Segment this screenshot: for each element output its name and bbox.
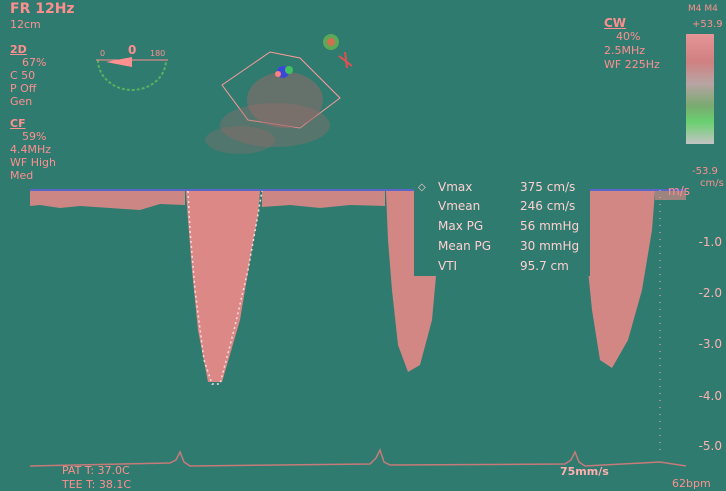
measurement-value: 375 cm/s bbox=[520, 180, 576, 194]
cw-gain: 40% bbox=[616, 30, 641, 43]
color-velocity-bar bbox=[686, 34, 714, 144]
scale-unit: m/s bbox=[668, 184, 690, 198]
cf-gain: 59% bbox=[22, 130, 47, 143]
probe-label: M4 M4 bbox=[688, 4, 718, 14]
measurement-value: 95.7 cm bbox=[520, 259, 569, 273]
measurement-value: 246 cm/s bbox=[520, 199, 576, 213]
doppler-envelope-1 bbox=[186, 191, 260, 382]
measurement-label: Vmean bbox=[438, 199, 481, 213]
cf-level: Med bbox=[10, 169, 34, 182]
measurement-panel: Vmax 375 cm/s Vmean 246 cm/s Max PG 56 m… bbox=[414, 178, 590, 276]
cf-title: CF bbox=[10, 117, 26, 130]
angle-left-label: 0 bbox=[100, 49, 106, 58]
measurement-value: 30 mmHg bbox=[520, 239, 580, 253]
measurement-label: Vmax bbox=[438, 180, 473, 194]
twod-title: 2D bbox=[10, 43, 27, 56]
patient-temperature: PAT T: 37.0C bbox=[62, 464, 130, 477]
orientation-marker-icon bbox=[323, 34, 353, 69]
cf-freq: 4.4MHz bbox=[10, 143, 52, 156]
measurement-label: VTI bbox=[438, 259, 458, 273]
color-bar-bottom: -53.9 bbox=[692, 166, 718, 177]
measurement-label: Max PG bbox=[438, 219, 484, 233]
twod-gain: 67% bbox=[22, 56, 47, 69]
scale-tick: -4.0 bbox=[698, 389, 722, 403]
cw-freq: 2.5MHz bbox=[604, 44, 646, 57]
measurement-value: 56 mmHg bbox=[520, 219, 580, 233]
measurement-label: Mean PG bbox=[438, 239, 492, 253]
angle-indicator-icon bbox=[96, 57, 168, 91]
ecg-trace bbox=[29, 448, 687, 467]
angle-value: 0 bbox=[128, 43, 137, 57]
angle-right-label: 180 bbox=[150, 49, 166, 58]
heart-rate: 62bpm bbox=[672, 477, 711, 490]
doppler-envelope-2 bbox=[386, 191, 436, 372]
cw-title: CW bbox=[604, 16, 627, 30]
doppler-envelope-3 bbox=[584, 191, 655, 368]
sweep-speed: 75mm/s bbox=[560, 465, 609, 478]
depth: 12cm bbox=[10, 18, 41, 31]
scale-tick: -2.0 bbox=[698, 286, 722, 300]
scale-tick: -5.0 bbox=[698, 439, 722, 453]
cursor-marker-icon: ◇ bbox=[418, 182, 426, 193]
echo-sector-image bbox=[205, 51, 341, 154]
cw-wall-filter: WF 225Hz bbox=[604, 58, 660, 71]
frame-rate: FR 12Hz bbox=[10, 1, 75, 17]
color-bar-unit: cm/s bbox=[700, 178, 724, 189]
tee-temperature: TEE T: 38.1C bbox=[62, 478, 132, 491]
color-bar-top: +53.9 bbox=[692, 19, 723, 30]
twod-mode: Gen bbox=[10, 95, 33, 108]
scale-tick: -3.0 bbox=[698, 337, 722, 351]
scale-tick: -1.0 bbox=[698, 235, 722, 249]
twod-contrast: C 50 bbox=[10, 69, 36, 82]
twod-power: P Off bbox=[10, 82, 37, 95]
cf-wall-filter: WF High bbox=[10, 156, 56, 169]
